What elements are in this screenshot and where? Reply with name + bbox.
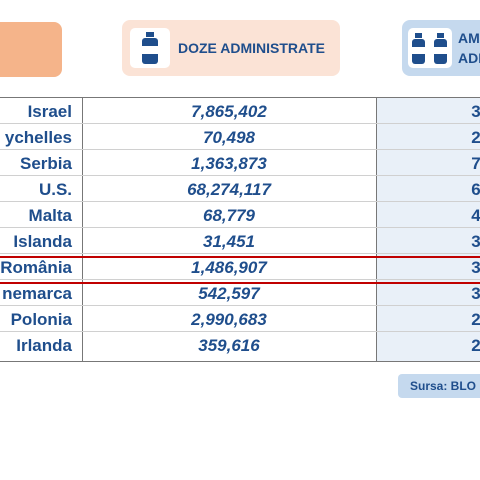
both-title-1: AM — [458, 30, 480, 46]
doses: 68,274,117 — [187, 180, 271, 199]
doses: 68,779 — [203, 206, 255, 225]
country: U.S. — [38, 180, 72, 199]
doses: 70,498 — [203, 128, 255, 147]
highlight-line — [0, 256, 480, 258]
both-doses: 3 — [471, 232, 480, 251]
source-box: Sursa: BLO — [398, 374, 480, 398]
both-doses: 3 — [471, 258, 480, 277]
row-line — [0, 201, 480, 202]
doses: 31,451 — [203, 232, 255, 251]
col-divider — [82, 97, 83, 362]
row-line — [0, 253, 480, 254]
country: Islanda — [13, 232, 72, 251]
orange-header — [0, 22, 62, 77]
country: Israel — [27, 102, 72, 121]
highlight-line — [0, 282, 480, 284]
country: ychelles — [4, 128, 72, 147]
country: Irlanda — [16, 336, 72, 355]
row-line — [0, 227, 480, 228]
both-doses: 7 — [471, 154, 480, 173]
doses: 7,865,402 — [191, 102, 267, 121]
both-doses: 2 — [471, 336, 480, 355]
country: nemarca — [2, 284, 72, 303]
both-doses: 6 — [471, 180, 480, 199]
col-divider — [376, 97, 377, 362]
source: Sursa: BLO — [410, 379, 477, 393]
doses-title: DOZE ADMINISTRATE — [178, 40, 325, 56]
country: Malta — [28, 206, 72, 225]
both-doses-header: AM ADI — [402, 20, 480, 76]
both-doses: 4 — [471, 206, 480, 225]
row-line — [0, 123, 480, 124]
row-line — [0, 149, 480, 150]
both-doses: 2 — [471, 310, 480, 329]
bottles-icon — [408, 28, 452, 68]
row-line — [0, 279, 480, 280]
both-doses: 2 — [471, 128, 480, 147]
both-doses: 3 — [471, 284, 480, 303]
row-line — [0, 175, 480, 176]
row-line — [0, 305, 480, 306]
row-line — [0, 361, 480, 362]
doses: 1,363,873 — [191, 154, 267, 173]
col3-bg — [376, 97, 480, 362]
doses: 2,990,683 — [191, 310, 267, 329]
row-line — [0, 331, 480, 332]
doses: 1,486,907 — [191, 258, 267, 277]
both-doses: 3 — [471, 102, 480, 121]
bottle-icon — [130, 28, 170, 68]
doses-header: DOZE ADMINISTRATE — [122, 20, 340, 76]
doses: 542,597 — [198, 284, 260, 303]
country: Polonia — [10, 310, 72, 329]
doses: 359,616 — [198, 336, 260, 355]
country: România — [0, 258, 72, 277]
country: Serbia — [20, 154, 72, 173]
row-line — [0, 97, 480, 98]
both-title-2: ADI — [458, 50, 480, 66]
